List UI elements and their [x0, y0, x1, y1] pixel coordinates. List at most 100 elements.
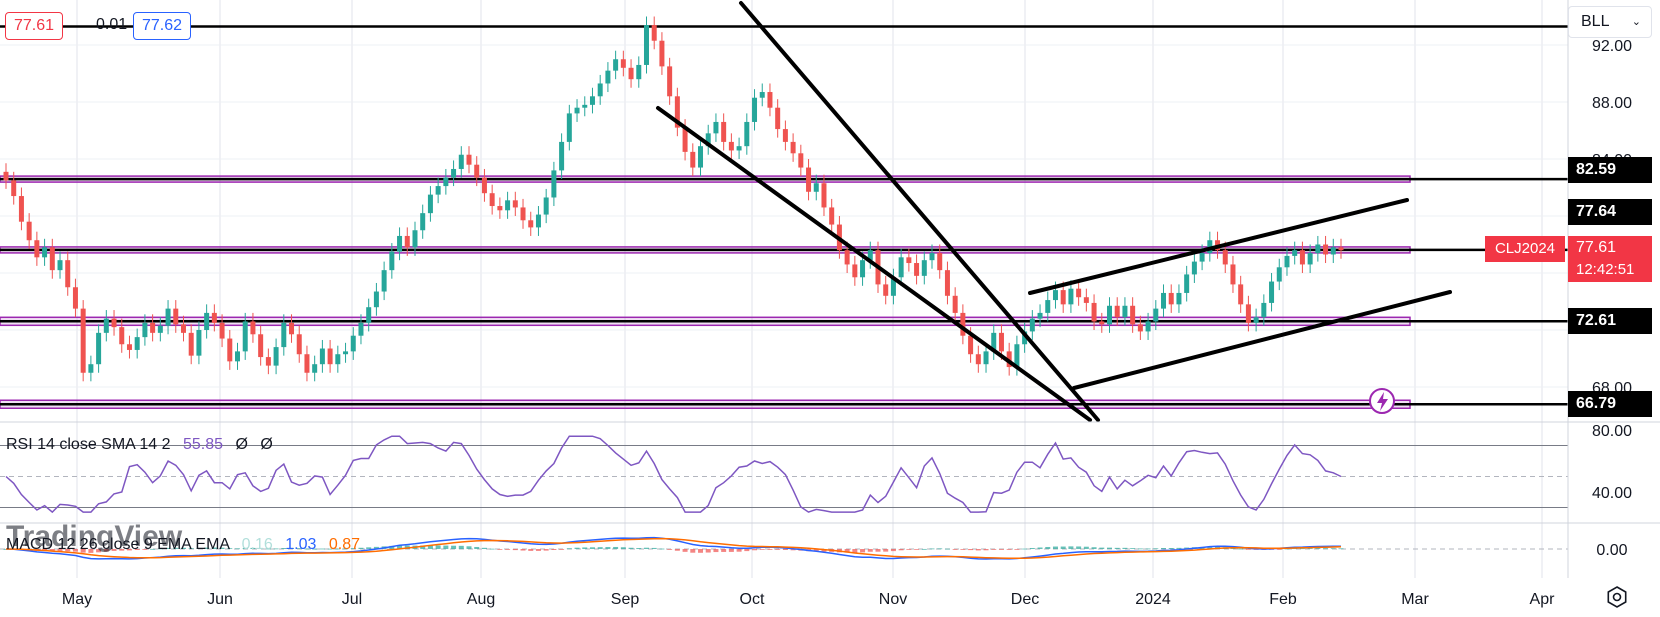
- candle: [1106, 297, 1112, 333]
- time-tick-label: 2024: [1135, 591, 1171, 608]
- candle: [952, 287, 958, 322]
- macd-histogram-bar: [312, 548, 318, 550]
- candle-body: [535, 214, 541, 228]
- candle: [1045, 291, 1051, 322]
- candle: [643, 16, 649, 74]
- candle-body: [458, 154, 464, 169]
- candle: [1114, 297, 1120, 326]
- candle: [373, 282, 379, 316]
- candle-body: [219, 322, 225, 339]
- macd-histogram-bar: [373, 546, 379, 549]
- candle-body: [1137, 324, 1143, 332]
- macd-histogram-bar: [736, 549, 742, 552]
- candle-body: [312, 364, 318, 373]
- support-resistance-zones: [0, 25, 1568, 409]
- candle-body: [1323, 244, 1329, 255]
- currency-selector[interactable]: BLL ⌄: [1568, 6, 1652, 38]
- candle-body: [960, 312, 966, 336]
- candle: [1307, 244, 1313, 273]
- candle-body: [381, 270, 387, 292]
- macd-histogram-bar: [813, 549, 819, 552]
- candle: [620, 50, 626, 77]
- candle: [898, 248, 904, 286]
- trend-line: [1072, 290, 1452, 390]
- macd-histogram-bar: [427, 545, 433, 549]
- macd-histogram-bar: [613, 546, 619, 549]
- macd-legend[interactable]: MACD 12 26 close 9 EMA EMA 0.16 1.03 0.8…: [6, 536, 360, 554]
- bid-price-box[interactable]: 77.61: [5, 12, 64, 40]
- candle: [242, 312, 248, 360]
- candle-body: [1161, 292, 1167, 309]
- macd-histogram-bar: [921, 548, 927, 550]
- candle: [1284, 247, 1290, 276]
- candle: [543, 188, 549, 224]
- candle-body: [1315, 244, 1321, 254]
- macd-histogram-bar: [296, 548, 302, 549]
- macd-histogram-bar: [126, 549, 132, 551]
- time-tick-label: Oct: [740, 591, 765, 608]
- candle-body: [674, 96, 680, 128]
- candle: [497, 197, 503, 219]
- candle-body: [551, 170, 557, 198]
- candle-body: [566, 113, 572, 142]
- candle: [180, 315, 186, 342]
- candle-body: [1130, 305, 1136, 325]
- macd-histogram-bar: [1238, 548, 1244, 550]
- candle-body: [543, 197, 549, 215]
- candle-body: [728, 141, 734, 151]
- candle-body: [667, 66, 673, 97]
- candle: [319, 339, 325, 373]
- rsi-legend[interactable]: RSI 14 close SMA 14 2 55.85 Ø Ø: [6, 436, 273, 454]
- candle: [705, 124, 711, 155]
- macd-value: 1.03: [285, 536, 317, 553]
- macd-histogram-bar: [242, 547, 248, 549]
- macd-histogram-bar: [211, 547, 217, 549]
- gear-icon[interactable]: [1604, 584, 1630, 610]
- candle: [728, 133, 734, 159]
- macd-histogram-bar: [944, 548, 950, 550]
- candle-body: [1068, 288, 1074, 305]
- candle-body: [1338, 247, 1344, 251]
- candle: [1292, 241, 1298, 265]
- candle: [1153, 300, 1159, 330]
- candle-body: [597, 83, 603, 97]
- candle: [1130, 297, 1136, 333]
- macd-histogram-bar: [1106, 547, 1112, 549]
- candle-body: [358, 322, 364, 336]
- macd-histogram-bar: [103, 549, 109, 552]
- candle-body: [620, 59, 626, 68]
- rsi-value: 55.85: [182, 436, 224, 453]
- candle-body: [273, 347, 279, 366]
- candle: [435, 177, 441, 204]
- candle: [458, 146, 464, 178]
- candle: [582, 96, 588, 117]
- candle: [597, 74, 603, 105]
- candle-body: [775, 107, 781, 130]
- macd-histogram-bar: [589, 547, 595, 549]
- candle-body: [944, 270, 950, 296]
- macd-histogram-bar: [1068, 546, 1074, 549]
- candle-body: [998, 332, 1004, 352]
- candle-body: [890, 277, 896, 296]
- candle: [944, 261, 950, 305]
- candle: [265, 348, 271, 375]
- macd-histogram-bar: [350, 548, 356, 549]
- candle-body: [165, 308, 171, 326]
- macd-histogram-bar: [1338, 548, 1344, 550]
- candle-body: [1261, 302, 1267, 318]
- candle: [250, 312, 256, 343]
- candle-body: [1269, 281, 1275, 303]
- candle: [535, 206, 541, 236]
- candle: [289, 314, 295, 343]
- ask-price-box[interactable]: 77.62: [133, 12, 192, 40]
- time-axis: May Jun Jul Aug Sep Oct Nov Dec 2024 Feb Mar Apr: [62, 591, 1555, 608]
- last-price: 77.61: [1576, 239, 1617, 256]
- candle-body: [744, 121, 750, 147]
- candle-body: [914, 263, 920, 276]
- trend-line: [1028, 198, 1409, 295]
- candle: [790, 133, 796, 162]
- price-label-66-79: 66.79: [1568, 391, 1652, 417]
- candle: [960, 304, 966, 345]
- macd-histogram-bar: [998, 549, 1004, 550]
